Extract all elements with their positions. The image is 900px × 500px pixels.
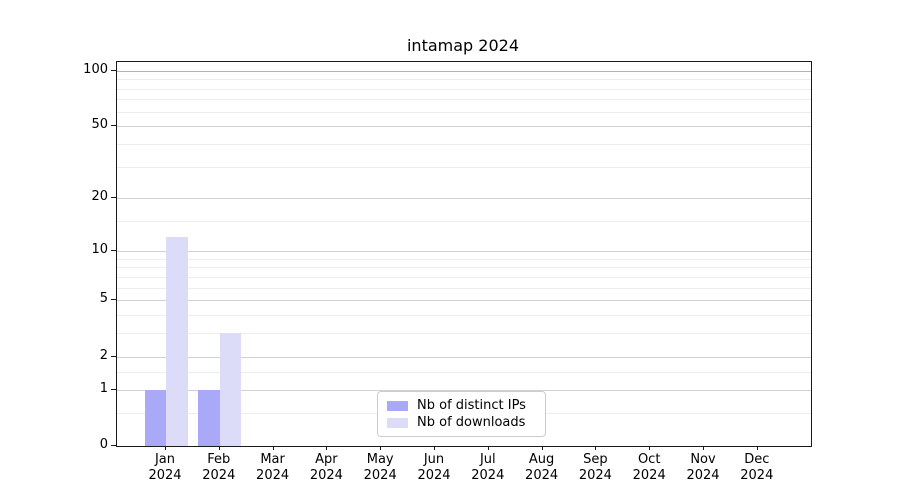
x-axis-tick-label: Mar 2024 (243, 452, 303, 484)
y-axis-tick (111, 125, 116, 127)
month-label: Apr (315, 452, 338, 467)
y-axis-tick-label: 20 (91, 189, 108, 205)
year-label: 2024 (740, 468, 774, 483)
minor-gridline (117, 258, 811, 260)
month-label: Dec (744, 452, 770, 467)
legend-swatch-distinct-ips (387, 400, 408, 411)
minor-gridline (117, 276, 811, 278)
year-label: 2024 (256, 468, 290, 483)
plot-area (116, 61, 812, 447)
x-axis-tick (487, 446, 489, 450)
month-label: Mar (260, 452, 285, 467)
minor-gridline (117, 333, 811, 335)
year-label: 2024 (525, 468, 559, 483)
month-label: Oct (637, 452, 661, 467)
x-axis-tick (165, 446, 166, 450)
y-axis-tick (111, 299, 116, 301)
x-axis-tick-label: May 2024 (350, 452, 410, 484)
y-axis-tick (111, 250, 116, 252)
month-label: May (366, 452, 394, 467)
minor-gridline (117, 88, 811, 90)
x-axis-tick-label: Sep 2024 (565, 452, 625, 484)
year-label: 2024 (578, 468, 612, 483)
y-axis-tick (111, 388, 116, 390)
month-label: Jan (154, 452, 176, 467)
year-label: 2024 (686, 468, 720, 483)
month-label: Nov (690, 452, 716, 467)
major-gridline (117, 389, 811, 391)
year-label: 2024 (632, 468, 666, 483)
major-gridline (117, 70, 811, 72)
year-label: 2024 (202, 468, 236, 483)
x-axis-tick-label: Aug 2024 (512, 452, 572, 484)
x-axis-tick (595, 446, 597, 450)
year-label: 2024 (363, 468, 397, 483)
year-label: 2024 (417, 468, 451, 483)
y-axis-tick-label: 5 (99, 291, 108, 307)
minor-gridline (117, 287, 811, 289)
minor-gridline (117, 267, 811, 269)
y-axis-tick (111, 445, 116, 446)
bar-distinct-ips (144, 389, 166, 446)
x-axis-tick-label: Oct 2024 (619, 452, 679, 484)
x-axis-tick (649, 446, 651, 450)
minor-gridline (117, 220, 811, 222)
x-axis-tick (326, 446, 328, 450)
x-axis-tick-label: Apr 2024 (296, 452, 356, 484)
chart-title: intamap 2024 (406, 36, 519, 55)
y-axis-tick (111, 355, 116, 357)
x-axis-tick (541, 446, 543, 450)
x-axis-tick-label: Jan 2024 (135, 452, 195, 484)
year-label: 2024 (309, 468, 343, 483)
legend-label: Nb of downloads (417, 415, 526, 430)
minor-gridline (117, 79, 811, 81)
minor-gridline (117, 144, 811, 146)
month-label: Aug (528, 452, 555, 467)
y-axis-tick-label: 1 (99, 380, 108, 396)
minor-gridline (117, 371, 811, 373)
y-axis-tick (111, 69, 116, 71)
year-label: 2024 (148, 468, 182, 483)
x-axis-tick-label: Jul 2024 (458, 452, 518, 484)
major-gridline (117, 356, 811, 358)
bar-distinct-ips (198, 389, 220, 446)
major-gridline (117, 126, 811, 128)
y-axis-tick (111, 197, 116, 199)
x-axis-tick (756, 446, 758, 450)
bar-downloads (219, 333, 242, 446)
y-axis-tick-label: 50 (91, 117, 108, 133)
month-label: Jul (479, 452, 496, 467)
y-axis-tick-label: 2 (99, 347, 108, 363)
x-axis-tick-label: Jun 2024 (404, 452, 464, 484)
y-axis-tick-label: 10 (91, 242, 108, 258)
month-label: Sep (583, 452, 608, 467)
minor-gridline (117, 111, 811, 113)
minor-gridline (117, 166, 811, 168)
bar-downloads (166, 237, 188, 446)
legend-item-distinct-ips: Nb of distinct IPs (387, 397, 536, 414)
major-gridline (117, 251, 811, 253)
minor-gridline (117, 99, 811, 101)
x-axis-tick (218, 446, 220, 450)
legend-swatch-downloads (387, 417, 408, 428)
x-axis-tick (703, 446, 704, 450)
x-axis-tick (434, 446, 435, 450)
x-axis-tick (380, 446, 382, 450)
legend-item-downloads: Nb of downloads (387, 414, 536, 431)
y-axis-tick-label: 100 (83, 61, 108, 77)
x-axis-tick-label: Dec 2024 (727, 452, 787, 484)
legend-label: Nb of distinct IPs (417, 398, 526, 413)
x-axis-tick (272, 446, 274, 450)
major-gridline (117, 198, 811, 200)
year-label: 2024 (471, 468, 505, 483)
major-gridline (117, 300, 811, 302)
month-label: Feb (207, 452, 231, 467)
y-axis-tick-label: 0 (99, 437, 108, 452)
x-axis-tick-label: Nov 2024 (673, 452, 733, 484)
minor-gridline (117, 315, 811, 317)
month-label: Jun (423, 452, 445, 467)
legend: Nb of distinct IPs Nb of downloads (377, 391, 546, 437)
x-axis-tick-label: Feb 2024 (189, 452, 249, 484)
